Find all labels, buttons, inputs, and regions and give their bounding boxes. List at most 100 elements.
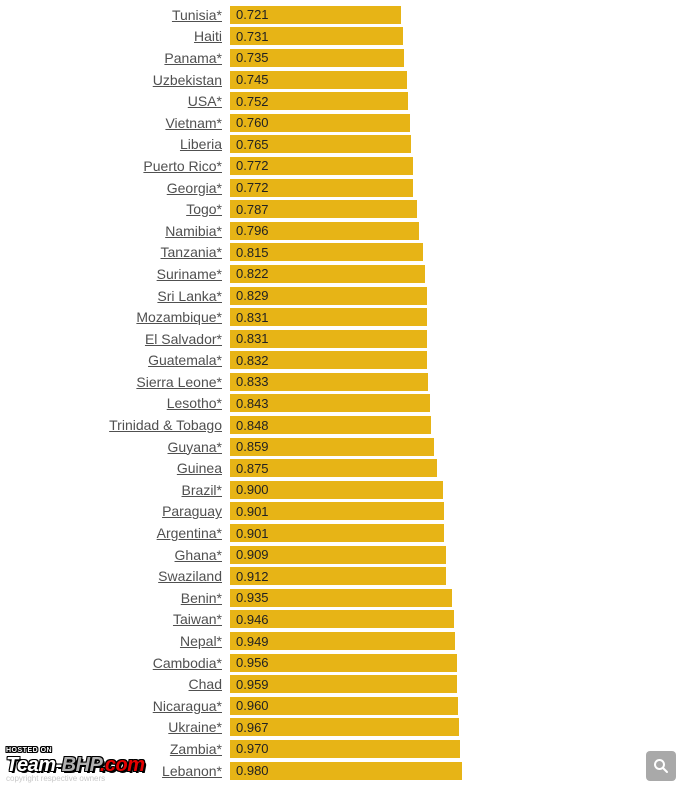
country-link[interactable]: Trinidad & Tobago xyxy=(109,417,222,433)
bar-value: 0.721 xyxy=(236,7,269,22)
country-label: Lebanon* xyxy=(0,763,230,779)
bar: 0.772 xyxy=(230,157,413,175)
country-link[interactable]: Namibia* xyxy=(165,223,222,239)
country-link[interactable]: Guinea xyxy=(177,460,222,476)
country-link[interactable]: El Salvador* xyxy=(145,331,222,347)
bar: 0.735 xyxy=(230,49,404,67)
bar: 0.912 xyxy=(230,567,446,585)
chart-row: Zambia* 0.970 xyxy=(0,738,686,760)
bar-cell: 0.815 xyxy=(230,243,686,261)
country-link[interactable]: Guyana* xyxy=(168,439,222,455)
country-link[interactable]: Uzbekistan xyxy=(153,72,222,88)
chart-row: Paraguay 0.901 xyxy=(0,501,686,523)
country-link[interactable]: Liberia xyxy=(180,136,222,152)
country-label: Benin* xyxy=(0,590,230,606)
country-link[interactable]: Paraguay xyxy=(162,503,222,519)
bar: 0.815 xyxy=(230,243,423,261)
country-link[interactable]: Sri Lanka* xyxy=(157,288,222,304)
country-link[interactable]: Guatemala* xyxy=(148,352,222,368)
country-link[interactable]: Nicaragua* xyxy=(153,698,222,714)
bar: 0.765 xyxy=(230,135,411,153)
country-link[interactable]: Argentina* xyxy=(157,525,222,541)
bar-value: 0.772 xyxy=(236,180,269,195)
country-label: Trinidad & Tobago xyxy=(0,417,230,433)
country-label: Sri Lanka* xyxy=(0,288,230,304)
bar: 0.859 xyxy=(230,438,434,456)
bar-value: 0.875 xyxy=(236,461,269,476)
country-label: Cambodia* xyxy=(0,655,230,671)
country-label: Guatemala* xyxy=(0,352,230,368)
bar: 0.900 xyxy=(230,481,443,499)
country-link[interactable]: Brazil* xyxy=(182,482,222,498)
bar-value: 0.900 xyxy=(236,482,269,497)
chart-row: Suriname* 0.822 xyxy=(0,263,686,285)
country-link[interactable]: Zambia* xyxy=(170,741,222,757)
chart-row: Vietnam* 0.760 xyxy=(0,112,686,134)
chart-row: Taiwan* 0.946 xyxy=(0,609,686,631)
country-link[interactable]: Nepal* xyxy=(180,633,222,649)
bar: 0.875 xyxy=(230,459,437,477)
chart-row: Georgia* 0.772 xyxy=(0,177,686,199)
bar-cell: 0.721 xyxy=(230,6,686,24)
country-link[interactable]: Benin* xyxy=(181,590,222,606)
bar: 0.949 xyxy=(230,632,455,650)
chart-row: Haiti 0.731 xyxy=(0,26,686,48)
bar: 0.848 xyxy=(230,416,431,434)
country-link[interactable]: Togo* xyxy=(186,201,222,217)
bar-cell: 0.760 xyxy=(230,114,686,132)
chart-row: Brazil* 0.900 xyxy=(0,479,686,501)
chart-row: Lesotho* 0.843 xyxy=(0,393,686,415)
bar: 0.946 xyxy=(230,610,454,628)
country-link[interactable]: USA* xyxy=(188,93,222,109)
country-link[interactable]: Ghana* xyxy=(175,547,222,563)
chart-row: USA* 0.752 xyxy=(0,90,686,112)
country-label: Tunisia* xyxy=(0,7,230,23)
country-link[interactable]: Suriname* xyxy=(157,266,222,282)
bar: 0.772 xyxy=(230,179,413,197)
bar-cell: 0.956 xyxy=(230,654,686,672)
country-label: Brazil* xyxy=(0,482,230,498)
country-link[interactable]: Haiti xyxy=(194,28,222,44)
country-link[interactable]: Lebanon* xyxy=(162,763,222,779)
chart-row: Tunisia* 0.721 xyxy=(0,4,686,26)
country-label: Haiti xyxy=(0,28,230,44)
chart-row: Nicaragua* 0.960 xyxy=(0,695,686,717)
country-label: Georgia* xyxy=(0,180,230,196)
country-link[interactable]: Cambodia* xyxy=(153,655,222,671)
expand-button[interactable] xyxy=(646,751,676,781)
bar-cell: 0.822 xyxy=(230,265,686,283)
country-link[interactable]: Georgia* xyxy=(167,180,222,196)
country-label: Swaziland xyxy=(0,568,230,584)
country-link[interactable]: Sierra Leone* xyxy=(136,374,222,390)
bar-cell: 0.970 xyxy=(230,740,686,758)
chart-row: El Salvador* 0.831 xyxy=(0,328,686,350)
chart-row: Togo* 0.787 xyxy=(0,198,686,220)
country-link[interactable]: Puerto Rico* xyxy=(143,158,222,174)
country-label: El Salvador* xyxy=(0,331,230,347)
country-link[interactable]: Ukraine* xyxy=(168,719,222,735)
country-label: Sierra Leone* xyxy=(0,374,230,390)
country-link[interactable]: Swaziland xyxy=(158,568,222,584)
country-link[interactable]: Tanzania* xyxy=(161,244,223,260)
country-label: Nicaragua* xyxy=(0,698,230,714)
country-link[interactable]: Chad xyxy=(189,676,222,692)
bar-cell: 0.832 xyxy=(230,351,686,369)
country-link[interactable]: Panama* xyxy=(164,50,222,66)
country-link[interactable]: Taiwan* xyxy=(173,611,222,627)
bar-value: 0.735 xyxy=(236,50,269,65)
bar-value: 0.765 xyxy=(236,137,269,152)
bar-value: 0.949 xyxy=(236,634,269,649)
country-label: Tanzania* xyxy=(0,244,230,260)
bar-cell: 0.848 xyxy=(230,416,686,434)
bar-cell: 0.829 xyxy=(230,287,686,305)
bar: 0.901 xyxy=(230,524,444,542)
country-link[interactable]: Vietnam* xyxy=(165,115,222,131)
bar: 0.822 xyxy=(230,265,425,283)
bar: 0.833 xyxy=(230,373,428,391)
country-link[interactable]: Mozambique* xyxy=(136,309,222,325)
bar-value: 0.967 xyxy=(236,720,269,735)
country-link[interactable]: Lesotho* xyxy=(167,395,222,411)
country-label: Uzbekistan xyxy=(0,72,230,88)
country-link[interactable]: Tunisia* xyxy=(172,7,222,23)
bar-value: 0.752 xyxy=(236,94,269,109)
